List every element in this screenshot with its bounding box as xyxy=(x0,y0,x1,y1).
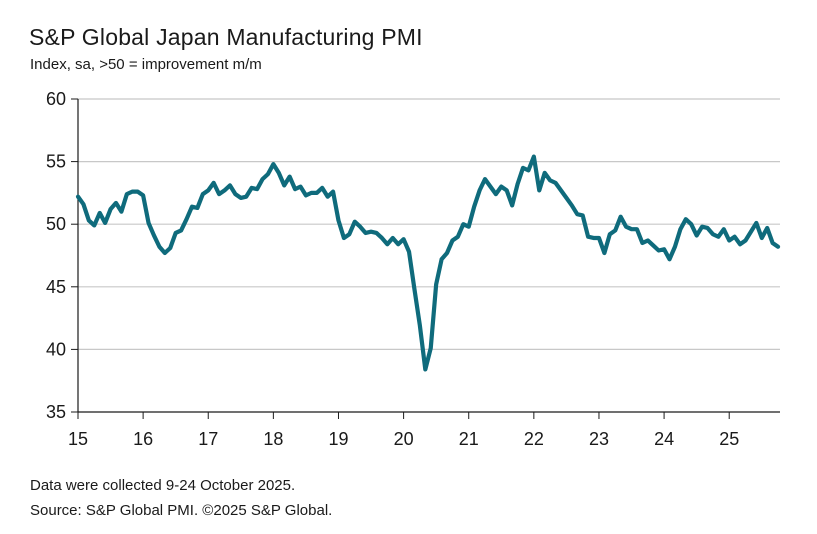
x-tick-label: 22 xyxy=(524,429,544,449)
y-tick-label: 55 xyxy=(46,152,66,172)
axes xyxy=(77,99,780,413)
x-tick-label: 24 xyxy=(654,429,674,449)
chart-title: S&P Global Japan Manufacturing PMI xyxy=(29,24,423,50)
y-tick-label: 35 xyxy=(46,402,66,422)
x-tick-label: 21 xyxy=(459,429,479,449)
source-note: Source: S&P Global PMI. ©2025 S&P Global… xyxy=(30,502,333,519)
x-tick-label: 20 xyxy=(394,429,414,449)
x-tick-label: 16 xyxy=(133,429,153,449)
x-tick-label: 19 xyxy=(328,429,348,449)
y-tick-label: 40 xyxy=(46,339,66,359)
x-tick-label: 25 xyxy=(719,429,739,449)
x-tick-label: 18 xyxy=(263,429,283,449)
data-collection-note: Data were collected 9-24 October 2025. xyxy=(30,477,296,494)
x-tick-label: 23 xyxy=(589,429,609,449)
y-axis-ticks: 35 40 45 50 55 60 xyxy=(46,89,78,422)
y-tick-label: 45 xyxy=(46,277,66,297)
x-tick-label: 15 xyxy=(68,429,88,449)
y-tick-label: 50 xyxy=(46,214,66,234)
chart-subtitle: Index, sa, >50 = improvement m/m xyxy=(30,56,262,73)
pmi-series-line xyxy=(75,154,781,372)
y-tick-label: 60 xyxy=(46,89,66,109)
x-tick-label: 17 xyxy=(198,429,218,449)
x-axis-ticks: 15 16 17 18 19 20 21 22 23 24 25 xyxy=(68,412,739,449)
